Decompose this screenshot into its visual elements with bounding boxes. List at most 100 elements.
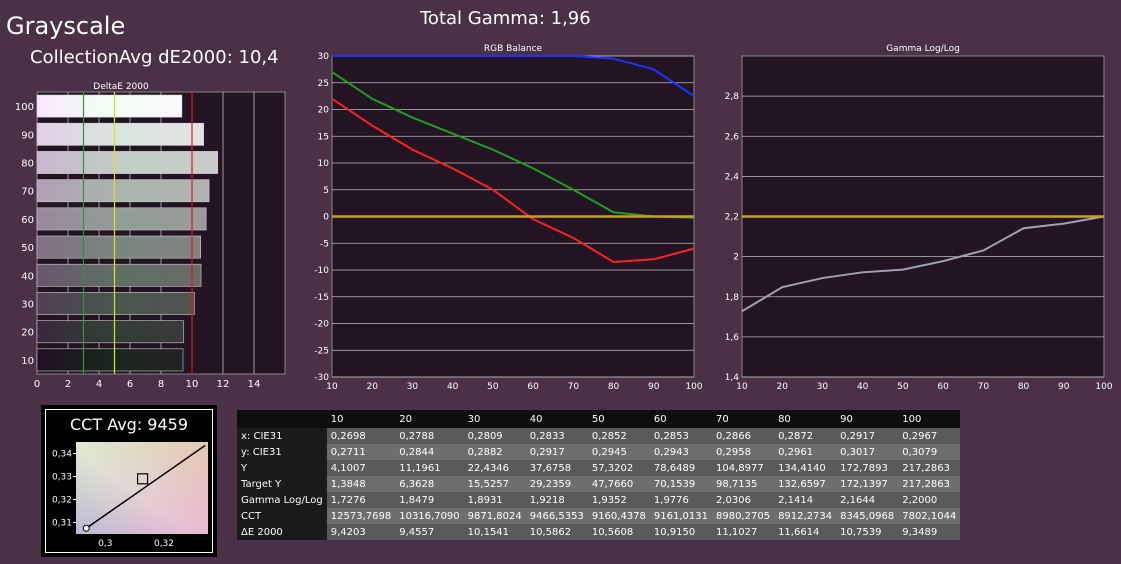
table-row-label: ΔE 2000: [237, 524, 327, 540]
table-cell: 0,2967: [902, 430, 938, 442]
table-cell: 29,2359: [529, 478, 572, 490]
rgb-chart-y-tick: -5: [320, 239, 329, 249]
table-cell: 15,5257: [467, 478, 510, 490]
rgb-chart-x-tick: 20: [366, 382, 378, 392]
table-column-header: 40: [525, 410, 588, 428]
cct-panel: CCT Avg: 9459 0,34 0,33 0,32 0,31 0,3 0,32: [41, 405, 217, 557]
gamma-chart-x-tick: 10: [736, 382, 748, 392]
rgb-chart-y-tick: -10: [314, 266, 329, 276]
table-cell: 0,2943: [653, 446, 689, 458]
table-cell: 132,6597: [778, 478, 826, 490]
rgb-chart-series-blue: [332, 55, 695, 97]
table-cell: 78,6489: [653, 462, 696, 474]
rgb-chart-x-tick: 10: [326, 382, 338, 392]
gamma-chart-x-tick: 40: [857, 382, 869, 392]
table-cell: 9,4203: [330, 526, 366, 538]
deltae-y-tick: 90: [21, 130, 34, 141]
table-cell: 0,2866: [715, 430, 751, 442]
deltae-x-tick: 14: [248, 379, 261, 390]
rgb-chart-y-tick: 25: [318, 79, 329, 89]
table-cell: 217,2863: [902, 478, 950, 490]
gamma-chart-title: Gamma Log/Log: [886, 44, 960, 54]
gamma-chart-x-tick: 90: [1058, 382, 1070, 392]
table-column-header: 80: [774, 410, 837, 428]
table-cell: 172,7893: [840, 462, 888, 474]
rgb-chart-y-tick: -15: [314, 293, 329, 303]
rgb-chart-x-tick: 60: [527, 382, 539, 392]
rgb-chart-y-tick: -25: [314, 346, 329, 356]
gamma-chart-y-tick: 2,2: [725, 213, 739, 223]
gamma-chart-series-gamma: [741, 215, 1105, 313]
table-cell: 9466,5353: [529, 510, 584, 522]
deltae-x-tick: 12: [217, 379, 230, 390]
table-cell: 10,7539: [840, 526, 882, 538]
table-row: Gamma Log/Log 1,7276 1,8479 1,8931 1,9218 1,9…: [237, 492, 961, 508]
table-row-label: CCT: [237, 508, 327, 524]
cct-avg-label: CCT Avg: 9459: [69, 415, 189, 434]
deltae-bar: [36, 235, 201, 259]
gamma-chart-y-tick: 1,8: [725, 293, 740, 303]
deltae-bar: [36, 94, 183, 118]
deltae-bar: [36, 122, 204, 146]
rgb-chart-x-tick: 30: [407, 382, 419, 392]
table-cell: 9,4557: [399, 526, 435, 538]
table-cell: 11,1961: [399, 462, 441, 474]
table-cell: 37,6758: [529, 462, 572, 474]
table-cell: 6,3628: [399, 478, 435, 490]
collection-avg-de-label: CollectionAvg dE2000: 10,4: [30, 47, 279, 68]
table-cell: 0,2917: [529, 446, 565, 458]
table-cell: 2,2000: [902, 494, 938, 506]
table-column-header: 90: [836, 410, 899, 428]
deltae-x-tick: 6: [127, 379, 133, 390]
deltae-y-tick: 70: [21, 187, 34, 198]
deltae-y-tick: 20: [21, 328, 34, 339]
table-column-header: 50: [587, 410, 650, 428]
gamma-chart-y-tick: 2: [733, 253, 739, 263]
rgb-chart-y-tick: -30: [314, 373, 329, 383]
table-cell: 0,2788: [399, 430, 435, 442]
deltae-x-tick: 8: [158, 379, 164, 390]
table-cell: 0,2853: [653, 430, 689, 442]
cie-y-tick: 0,31: [52, 519, 72, 529]
table-cell: 0,2844: [399, 446, 435, 458]
table-cell: 70,1539: [653, 478, 696, 490]
table-cell: 0,2711: [330, 446, 366, 458]
table-cell: 0,3079: [902, 446, 938, 458]
gamma-chart-x-tick: 30: [817, 382, 829, 392]
deltae-bar: [36, 348, 184, 372]
table-cell: 2,0306: [715, 494, 751, 506]
deltae-y-tick: 50: [21, 243, 34, 254]
gamma-loglog-chart: Gamma Log/Log 2,8 2,6 2,4 2,2 2 1,8 1,6 1,410 20 3…: [725, 44, 1113, 392]
table-row-label: Target Y: [237, 476, 327, 492]
deltae-y-tick: 100: [15, 102, 34, 113]
rgb-chart-y-tick: 20: [318, 106, 330, 116]
table-cell: 9160,4378: [591, 510, 646, 522]
table-cell: 10,1541: [467, 526, 510, 538]
table-cell: 0,2917: [840, 430, 876, 442]
rgb-chart-x-tick: 50: [487, 382, 499, 392]
table-cell: 134,4140: [778, 462, 826, 474]
rgb-chart-y-tick: 5: [323, 186, 329, 196]
table-cell: 0,2961: [778, 446, 814, 458]
table-cell: 1,8479: [399, 494, 435, 506]
deltae-y-tick: 80: [21, 159, 34, 170]
table-cell: 57,3202: [591, 462, 634, 474]
cie-x-tick: 0,32: [154, 539, 174, 549]
cie-x-tick: 0,3: [98, 539, 112, 549]
deltae-x-tick: 10: [186, 379, 199, 390]
table-cell: 1,9218: [529, 494, 565, 506]
table-cell: 9,3489: [902, 526, 938, 538]
table-cell: 10,5862: [529, 526, 572, 538]
cie-y-tick: 0,32: [52, 496, 72, 506]
rgb-chart-y-tick: 15: [318, 132, 329, 142]
table-row: y: CIE31 0,2711 0,2844 0,2882 0,2917 0,2945 0,…: [237, 444, 961, 460]
table-cell: 10,9150: [653, 526, 696, 538]
table-column-header: 10: [326, 410, 396, 428]
rgb-chart-x-tick: 40: [447, 382, 459, 392]
gamma-chart-x-tick: 50: [897, 382, 909, 392]
table-row: Target Y 1,3848 6,3628 15,5257 29,2359 47,766…: [237, 476, 961, 492]
deltae-bar: [36, 151, 219, 174]
cie-y-tick: 0,34: [52, 450, 72, 460]
table-cell: 0,2833: [529, 430, 565, 442]
gamma-chart-x-tick: 20: [776, 382, 788, 392]
